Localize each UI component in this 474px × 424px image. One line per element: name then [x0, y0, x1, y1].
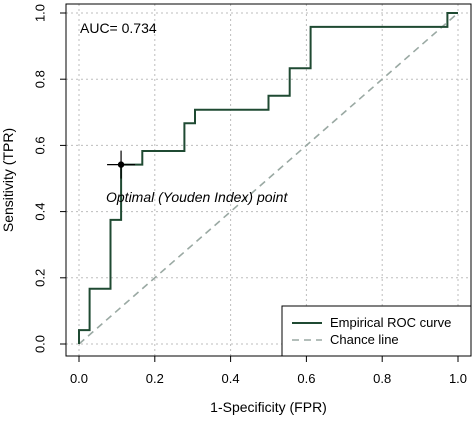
optimal-point-marker — [107, 150, 136, 179]
y-tick-label-0: 0.0 — [32, 335, 47, 353]
y-axis-title: Sensitivity (TPR) — [0, 128, 16, 232]
y-axis: 0.0 0.2 0.4 0.6 0.8 1.0 — [32, 4, 66, 353]
auc-annotation: AUC= 0.734 — [80, 20, 157, 36]
y-tick-label-2: 0.4 — [32, 203, 47, 221]
x-axis: 0.0 0.2 0.4 0.6 0.8 1.0 — [70, 356, 467, 386]
optimal-point-label: Optimal (Youden Index) point — [106, 189, 288, 205]
y-tick-label-4: 0.8 — [32, 70, 47, 88]
x-axis-title: 1-Specificity (FPR) — [210, 399, 327, 415]
x-tick-label-3: 0.6 — [297, 371, 315, 386]
grid — [66, 4, 471, 356]
x-tick-label-4: 0.8 — [373, 371, 391, 386]
x-tick-label-0: 0.0 — [70, 371, 88, 386]
legend-label-empirical-roc: Empirical ROC curve — [330, 315, 451, 330]
y-tick-label-1: 0.2 — [32, 269, 47, 287]
y-tick-label-5: 1.0 — [32, 4, 47, 22]
legend-label-chance-line: Chance line — [330, 332, 399, 347]
x-tick-label-1: 0.2 — [146, 371, 164, 386]
legend-box — [281, 305, 472, 357]
chance-line — [78, 12, 459, 345]
x-tick-label-5: 1.0 — [449, 371, 467, 386]
optimal-point-dot — [117, 161, 125, 168]
y-tick-label-3: 0.6 — [32, 136, 47, 154]
series-layer — [78, 12, 459, 345]
x-tick-label-2: 0.4 — [222, 371, 240, 386]
plot-frame — [65, 3, 472, 357]
empirical-roc-curve — [78, 12, 458, 344]
legend: Empirical ROC curve Chance line — [281, 305, 472, 357]
